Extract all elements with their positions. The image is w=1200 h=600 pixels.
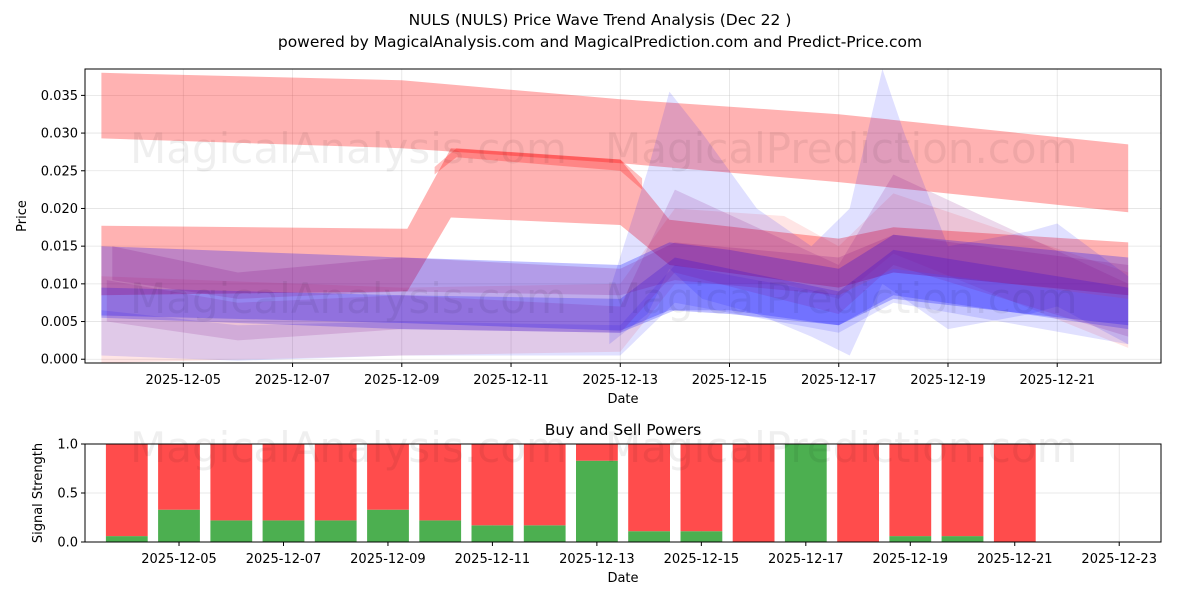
price-x-label: Date — [607, 392, 638, 407]
signal-x-axis: 2025-12-05 2025-12-07 2025-12-09 2025-12-11… — [141, 542, 1157, 567]
signal-y-tick-label: 0.0 — [57, 536, 78, 551]
band-blue-lower — [101, 265, 1129, 361]
buy-bar — [419, 520, 462, 542]
signal-x-tick-label: 2025-12-07 — [246, 552, 322, 567]
price-x-tick-label: 2025-12-17 — [801, 373, 877, 388]
band-blue-spike — [609, 69, 1129, 356]
buy-bar — [941, 536, 984, 542]
sell-bar — [680, 444, 723, 532]
signal-bars — [105, 444, 1036, 542]
sell-bar — [732, 444, 775, 542]
buy-bar — [576, 460, 618, 542]
signal-x-label: Date — [607, 571, 638, 586]
signal-x-tick-label: 2025-12-13 — [559, 552, 635, 567]
price-y-tick-label: 0.035 — [41, 89, 78, 104]
buy-bar — [628, 531, 670, 542]
price-x-tick-label: 2025-12-19 — [910, 373, 986, 388]
sell-bar — [419, 444, 462, 521]
buy-bar — [523, 525, 566, 542]
price-plot-frame — [84, 68, 1162, 364]
band-blue-main — [101, 234, 1129, 331]
watermark-right: MagicalPrediction.com — [605, 124, 1078, 173]
sell-bar — [993, 444, 1036, 542]
sell-bar — [628, 444, 670, 532]
buy-bar — [158, 509, 200, 542]
signal-x-tick-label: 2025-12-11 — [455, 552, 531, 567]
buy-bar — [210, 520, 253, 542]
price-y-tick-label: 0.020 — [41, 202, 78, 217]
signal-x-tick-label: 2025-12-15 — [664, 552, 740, 567]
price-x-axis: 2025-12-05 2025-12-07 2025-12-09 2025-12-11… — [146, 363, 1095, 388]
chart-title: NULS (NULS) Price Wave Trend Analysis (D… — [409, 11, 792, 29]
signal-y-label: Signal Strength — [31, 443, 46, 543]
signal-x-tick-label: 2025-12-23 — [1081, 552, 1157, 567]
price-x-tick-label: 2025-12-15 — [692, 373, 768, 388]
band-blue-second — [101, 249, 1129, 333]
buy-bar — [367, 509, 409, 542]
signal-y-tick-label: 0.5 — [57, 487, 78, 502]
price-y-tick-label: 0.010 — [41, 277, 78, 292]
sell-bar — [471, 444, 514, 526]
buy-bar — [471, 525, 514, 542]
signal-y-axis: 0.0 0.5 1.0 — [57, 438, 85, 551]
price-y-label: Price — [15, 200, 30, 232]
band-red-long-trend — [101, 72, 1129, 213]
price-x-tick-label: 2025-12-07 — [255, 373, 331, 388]
price-y-axis: 0.000 0.005 0.010 0.015 0.020 0.025 0.030 0.035 — [41, 89, 85, 368]
signal-x-tick-label: 2025-12-17 — [768, 552, 844, 567]
sell-bar — [837, 444, 879, 542]
price-x-tick-label: 2025-12-05 — [146, 373, 222, 388]
price-x-tick-label: 2025-12-21 — [1019, 373, 1095, 388]
price-y-tick-label: 0.005 — [41, 315, 78, 330]
signal-x-tick-label: 2025-12-09 — [350, 552, 426, 567]
sell-bar — [523, 444, 566, 526]
price-y-tick-label: 0.030 — [41, 127, 78, 142]
band-red-dark-ridge — [434, 148, 643, 190]
sell-bar — [367, 444, 409, 510]
sell-bar — [941, 444, 984, 537]
band-purple-1 — [112, 234, 1129, 299]
price-chart: MagicalAnalysis.com MagicalPrediction.co… — [15, 68, 1162, 407]
price-y-tick-label: 0.015 — [41, 240, 78, 255]
signal-x-tick-label: 2025-12-05 — [141, 552, 217, 567]
sell-bar — [314, 444, 357, 521]
sell-bar — [210, 444, 253, 521]
watermark-right-3: MagicalPrediction.com — [605, 423, 1078, 472]
signal-chart: Buy and Sell Powers MagicalAnalysis.com … — [31, 421, 1162, 586]
price-grid — [85, 69, 1161, 363]
signal-x-tick-label: 2025-12-21 — [977, 552, 1053, 567]
buy-bar — [889, 536, 932, 542]
buy-bar — [262, 520, 305, 542]
band-red-wide-cone — [101, 193, 1129, 363]
price-x-tick-label: 2025-12-11 — [473, 373, 549, 388]
buy-bar — [105, 536, 148, 542]
price-y-tick-label: 0.000 — [41, 353, 78, 368]
watermark-left-3: MagicalAnalysis.com — [130, 423, 567, 472]
buy-bar — [784, 444, 827, 542]
signal-y-tick-label: 1.0 — [57, 438, 78, 453]
price-bands — [101, 69, 1129, 363]
sell-bar — [158, 444, 200, 510]
buy-bar — [680, 531, 723, 542]
watermark-right-2: MagicalPrediction.com — [605, 274, 1078, 323]
chart-subtitle: powered by MagicalAnalysis.com and Magic… — [278, 33, 922, 51]
watermark-left-2: MagicalAnalysis.com — [130, 274, 567, 323]
sell-bar — [262, 444, 305, 521]
sell-bar — [889, 444, 932, 537]
price-x-tick-label: 2025-12-13 — [582, 373, 658, 388]
buy-bar — [314, 520, 357, 542]
watermark-left: MagicalAnalysis.com — [130, 124, 567, 173]
band-red-mid-trend — [101, 148, 1129, 296]
signal-x-tick-label: 2025-12-19 — [873, 552, 949, 567]
sell-bar — [105, 444, 148, 537]
signal-title: Buy and Sell Powers — [545, 421, 702, 439]
price-x-tick-label: 2025-12-09 — [364, 373, 440, 388]
sell-bar — [576, 444, 618, 461]
band-purple-2 — [106, 174, 1129, 341]
price-y-tick-label: 0.025 — [41, 164, 78, 179]
